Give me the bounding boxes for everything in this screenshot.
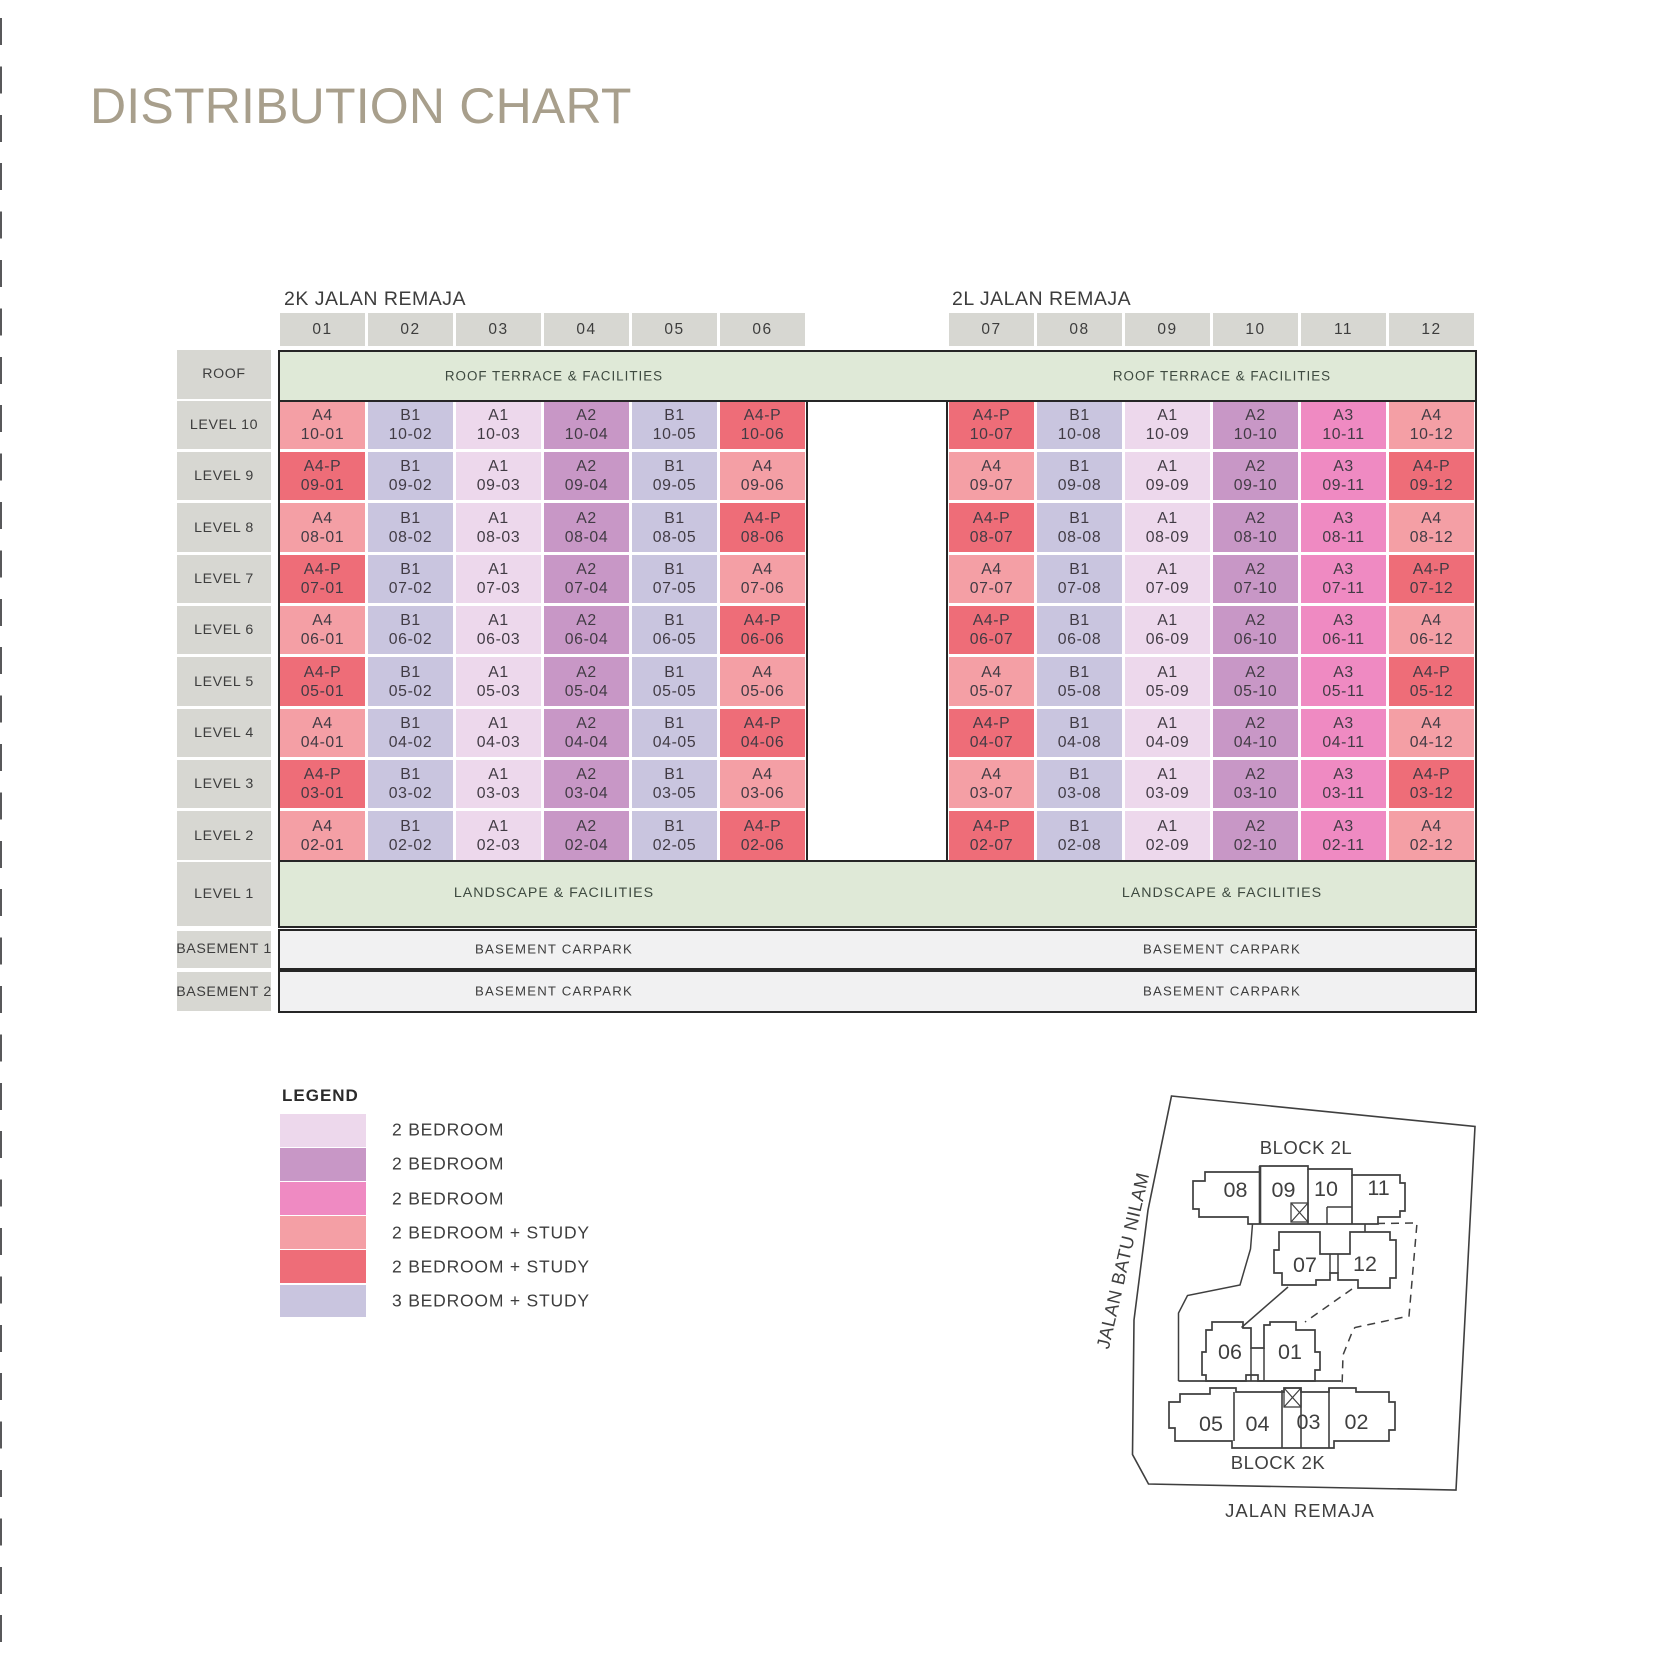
svg-text:BLOCK 2K: BLOCK 2K <box>1231 1452 1326 1473</box>
svg-text:07: 07 <box>1293 1253 1317 1277</box>
svg-text:04: 04 <box>1246 1412 1270 1436</box>
svg-text:02: 02 <box>1345 1410 1369 1434</box>
svg-text:JALAN REMAJA: JALAN REMAJA <box>1225 1500 1375 1521</box>
svg-text:08: 08 <box>1224 1178 1248 1202</box>
svg-text:11: 11 <box>1367 1176 1389 1200</box>
svg-text:09: 09 <box>1272 1178 1296 1202</box>
svg-text:05: 05 <box>1199 1412 1223 1436</box>
svg-text:03: 03 <box>1297 1410 1321 1434</box>
svg-text:06: 06 <box>1218 1340 1242 1364</box>
svg-text:10: 10 <box>1314 1177 1338 1201</box>
svg-text:12: 12 <box>1353 1252 1377 1276</box>
svg-text:BLOCK 2L: BLOCK 2L <box>1260 1137 1352 1158</box>
svg-text:01: 01 <box>1278 1340 1302 1364</box>
svg-text:JALAN BATU NILAM: JALAN BATU NILAM <box>1092 1170 1153 1350</box>
